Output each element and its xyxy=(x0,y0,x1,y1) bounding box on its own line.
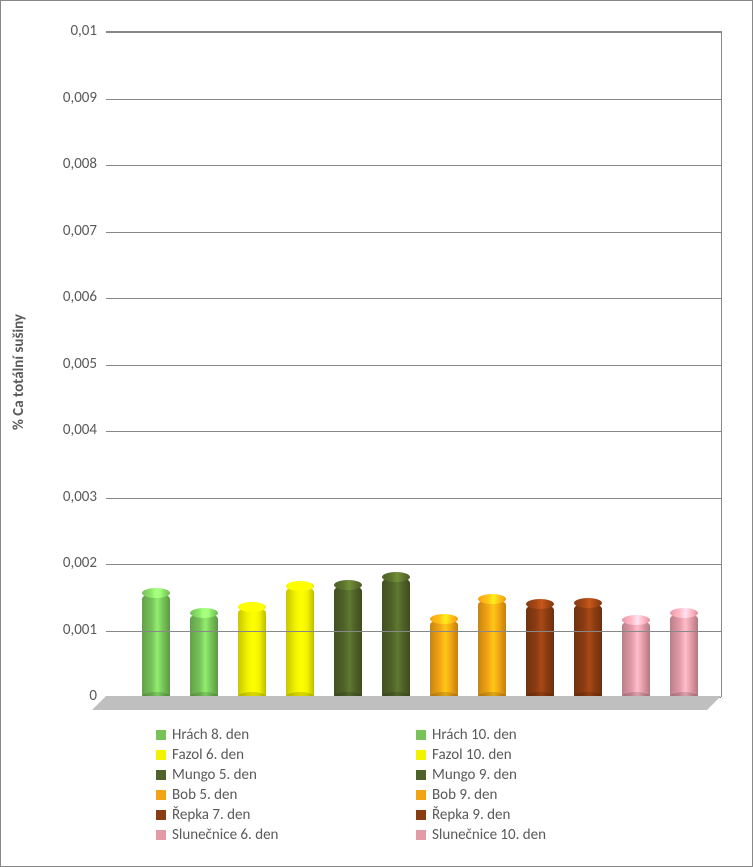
legend-swatch xyxy=(416,830,426,840)
bar xyxy=(382,577,410,697)
legend-item: Řepka 9. den xyxy=(416,806,676,824)
gridline xyxy=(106,564,721,565)
legend-row: Fazol 6. den Fazol 10. den xyxy=(156,746,696,764)
gridline xyxy=(106,32,721,33)
legend-item: Bob 9. den xyxy=(416,786,676,804)
y-tick-label: 0,004 xyxy=(37,421,97,439)
legend-swatch xyxy=(156,770,166,780)
gridline xyxy=(106,365,721,366)
bar xyxy=(142,593,170,697)
gridline xyxy=(106,498,721,499)
y-tick-label: 0,002 xyxy=(37,554,97,572)
legend-row: Řepka 7. den Řepka 9. den xyxy=(156,806,696,824)
y-tick-label: 0,003 xyxy=(37,488,97,506)
bar xyxy=(286,586,314,697)
gridline xyxy=(106,431,721,432)
gridline xyxy=(106,631,721,632)
gridline xyxy=(106,165,721,166)
legend-swatch xyxy=(416,750,426,760)
legend-swatch xyxy=(416,810,426,820)
bar xyxy=(574,603,602,697)
legend-swatch xyxy=(156,750,166,760)
y-tick-label: 0,006 xyxy=(37,288,97,306)
bar xyxy=(334,585,362,697)
chart-floor xyxy=(92,696,721,710)
legend-label: Hrách 10. den xyxy=(432,726,517,744)
y-tick-label: 0,009 xyxy=(37,89,97,107)
legend-item: Mungo 9. den xyxy=(416,766,676,784)
legend-item: Fazol 6. den xyxy=(156,746,416,764)
legend-item: Bob 5. den xyxy=(156,786,416,804)
bar xyxy=(478,599,506,697)
legend-swatch xyxy=(156,830,166,840)
legend-label: Mungo 5. den xyxy=(172,766,257,784)
legend-swatch xyxy=(416,790,426,800)
legend-item: Slunečnice 6. den xyxy=(156,826,416,844)
legend-swatch xyxy=(416,730,426,740)
legend: Hrách 8. denHrách 10. denFazol 6. denFaz… xyxy=(156,726,696,846)
y-tick-label: 0,001 xyxy=(37,621,97,639)
legend-item: Fazol 10. den xyxy=(416,746,676,764)
legend-swatch xyxy=(156,810,166,820)
plot-area xyxy=(106,31,722,697)
y-tick-label: 0,007 xyxy=(37,222,97,240)
legend-item: Řepka 7. den xyxy=(156,806,416,824)
legend-label: Bob 5. den xyxy=(172,786,237,804)
y-tick-label: 0 xyxy=(37,687,97,705)
legend-label: Slunečnice 6. den xyxy=(172,826,278,844)
legend-item: Hrách 8. den xyxy=(156,726,416,744)
y-axis-title: % Ca totální sušiny xyxy=(10,314,28,430)
bar xyxy=(238,607,266,697)
legend-item: Slunečnice 10. den xyxy=(416,826,676,844)
y-tick-label: 0,005 xyxy=(37,355,97,373)
legend-item: Hrách 10. den xyxy=(416,726,676,744)
y-tick-label: 0,01 xyxy=(37,22,97,40)
legend-swatch xyxy=(416,770,426,780)
legend-row: Hrách 8. den Hrách 10. den xyxy=(156,726,696,744)
gridline xyxy=(106,232,721,233)
legend-row: Slunečnice 6. den Slunečnice 10. den xyxy=(156,826,696,844)
legend-label: Bob 9. den xyxy=(432,786,497,804)
legend-label: Fazol 10. den xyxy=(432,746,512,764)
legend-row: Bob 5. den Bob 9. den xyxy=(156,786,696,804)
bar xyxy=(190,613,218,697)
chart-container: % Ca totální sušiny Hrách 8. den Hrách 10… xyxy=(0,0,753,867)
legend-item: Mungo 5. den xyxy=(156,766,416,784)
gridline xyxy=(106,99,721,100)
y-tick-label: 0,008 xyxy=(37,155,97,173)
bar xyxy=(526,604,554,697)
legend-label: Slunečnice 10. den xyxy=(432,826,546,844)
legend-label: Mungo 9. den xyxy=(432,766,517,784)
legend-label: Řepka 9. den xyxy=(432,806,510,824)
legend-swatch xyxy=(156,790,166,800)
legend-label: Hrách 8. den xyxy=(172,726,249,744)
bar xyxy=(670,613,698,697)
gridline xyxy=(106,298,721,299)
legend-row: Mungo 5. den Mungo 9. den xyxy=(156,766,696,784)
legend-label: Řepka 7. den xyxy=(172,806,250,824)
legend-label: Fazol 6. den xyxy=(172,746,244,764)
legend-swatch xyxy=(156,730,166,740)
